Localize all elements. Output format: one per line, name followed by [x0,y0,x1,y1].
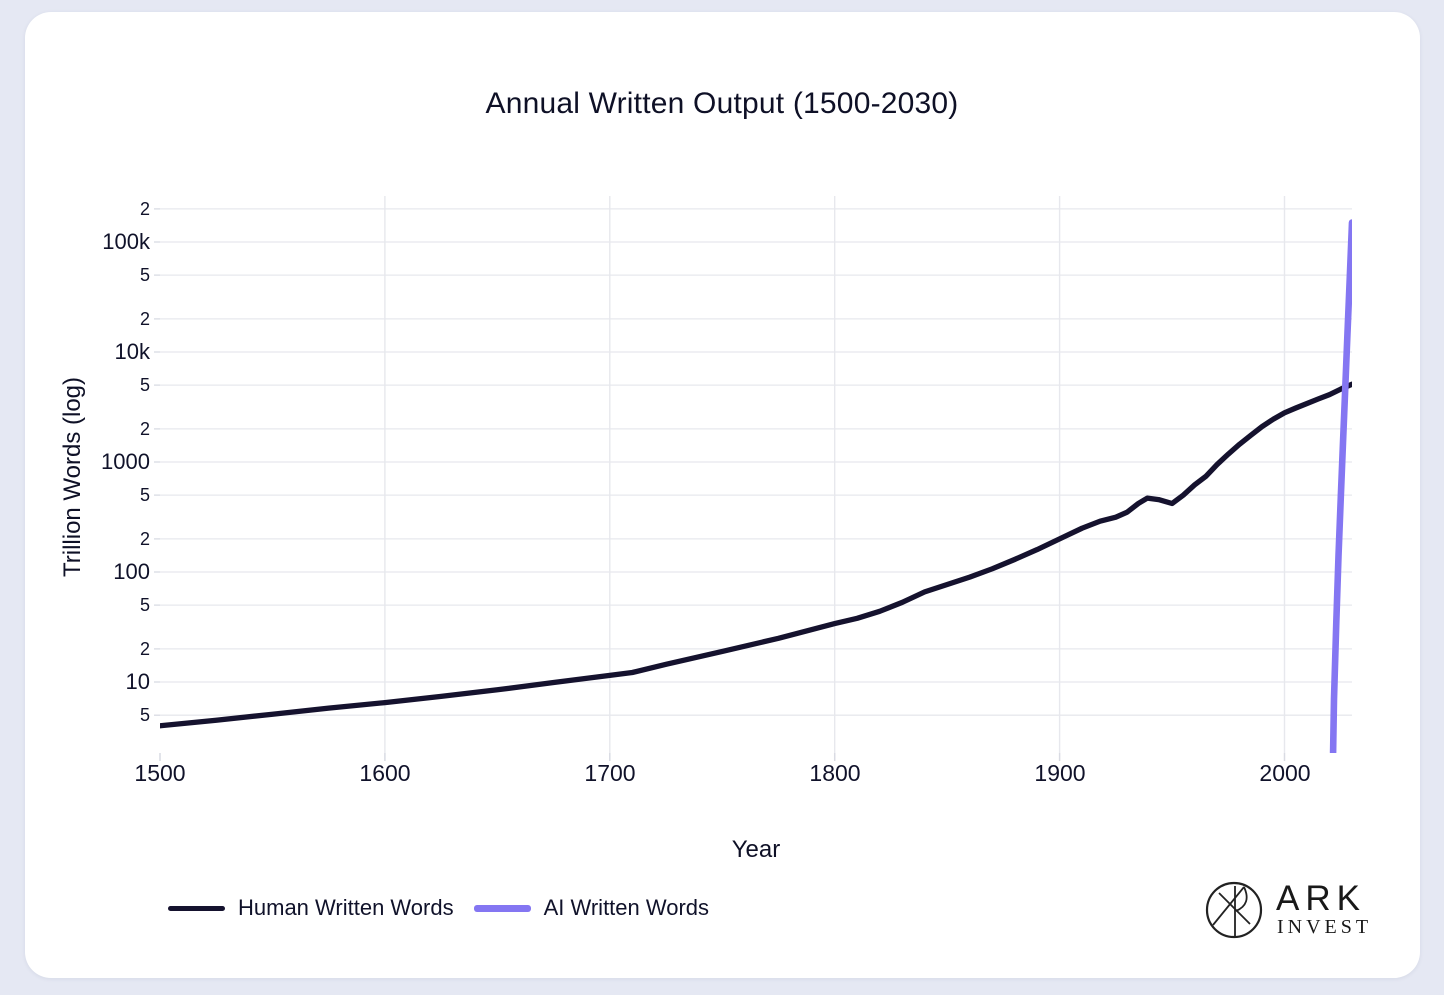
y-tick-label: 5 [139,485,150,505]
legend-swatch [473,904,531,912]
brand-name-ark: ARK [1276,879,1366,918]
y-tick-label: 1000 [101,449,150,474]
y-tick-label: 2 [139,419,150,439]
y-tick-label: 2 [139,199,150,219]
legend: Human Written Words AI Written Words [168,893,709,923]
x-tick-label: 1700 [584,760,636,786]
y-tick-label: 10 [125,669,150,694]
x-tick-label: 1900 [1034,760,1086,786]
chart-card [25,12,1420,978]
y-tick-label: 2 [139,639,150,659]
x-axis-title: Year [731,836,781,863]
y-tick-label: 100 [113,559,150,584]
x-tick-label: 1600 [359,760,411,786]
legend-item[interactable]: Human Written Words [168,895,454,921]
x-tick-label: 1800 [809,760,861,786]
brand-name-invest: INVEST [1277,916,1373,938]
ark-invest-logo: ARK INVEST [1204,879,1394,941]
x-tick-label: 1500 [134,760,186,786]
y-tick-label: 2 [139,529,150,549]
legend-label: Human Written Words [238,895,454,920]
ark-logo-mark-icon [1205,881,1263,939]
y-tick-label: 5 [139,705,150,725]
y-tick-label: 5 [139,375,150,395]
y-tick-label: 100k [102,229,150,254]
y-tick-label: 5 [139,595,150,615]
y-tick-label: 5 [139,265,150,285]
y-tick-label: 2 [139,309,150,329]
chart-title: Annual Written Output (1500-2030) [485,87,959,120]
legend-label: AI Written Words [543,895,710,920]
legend-item[interactable]: AI Written Words [473,895,710,921]
legend-swatch [168,905,225,911]
y-tick-label: 10k [114,339,150,364]
x-tick-label: 2000 [1259,760,1311,786]
